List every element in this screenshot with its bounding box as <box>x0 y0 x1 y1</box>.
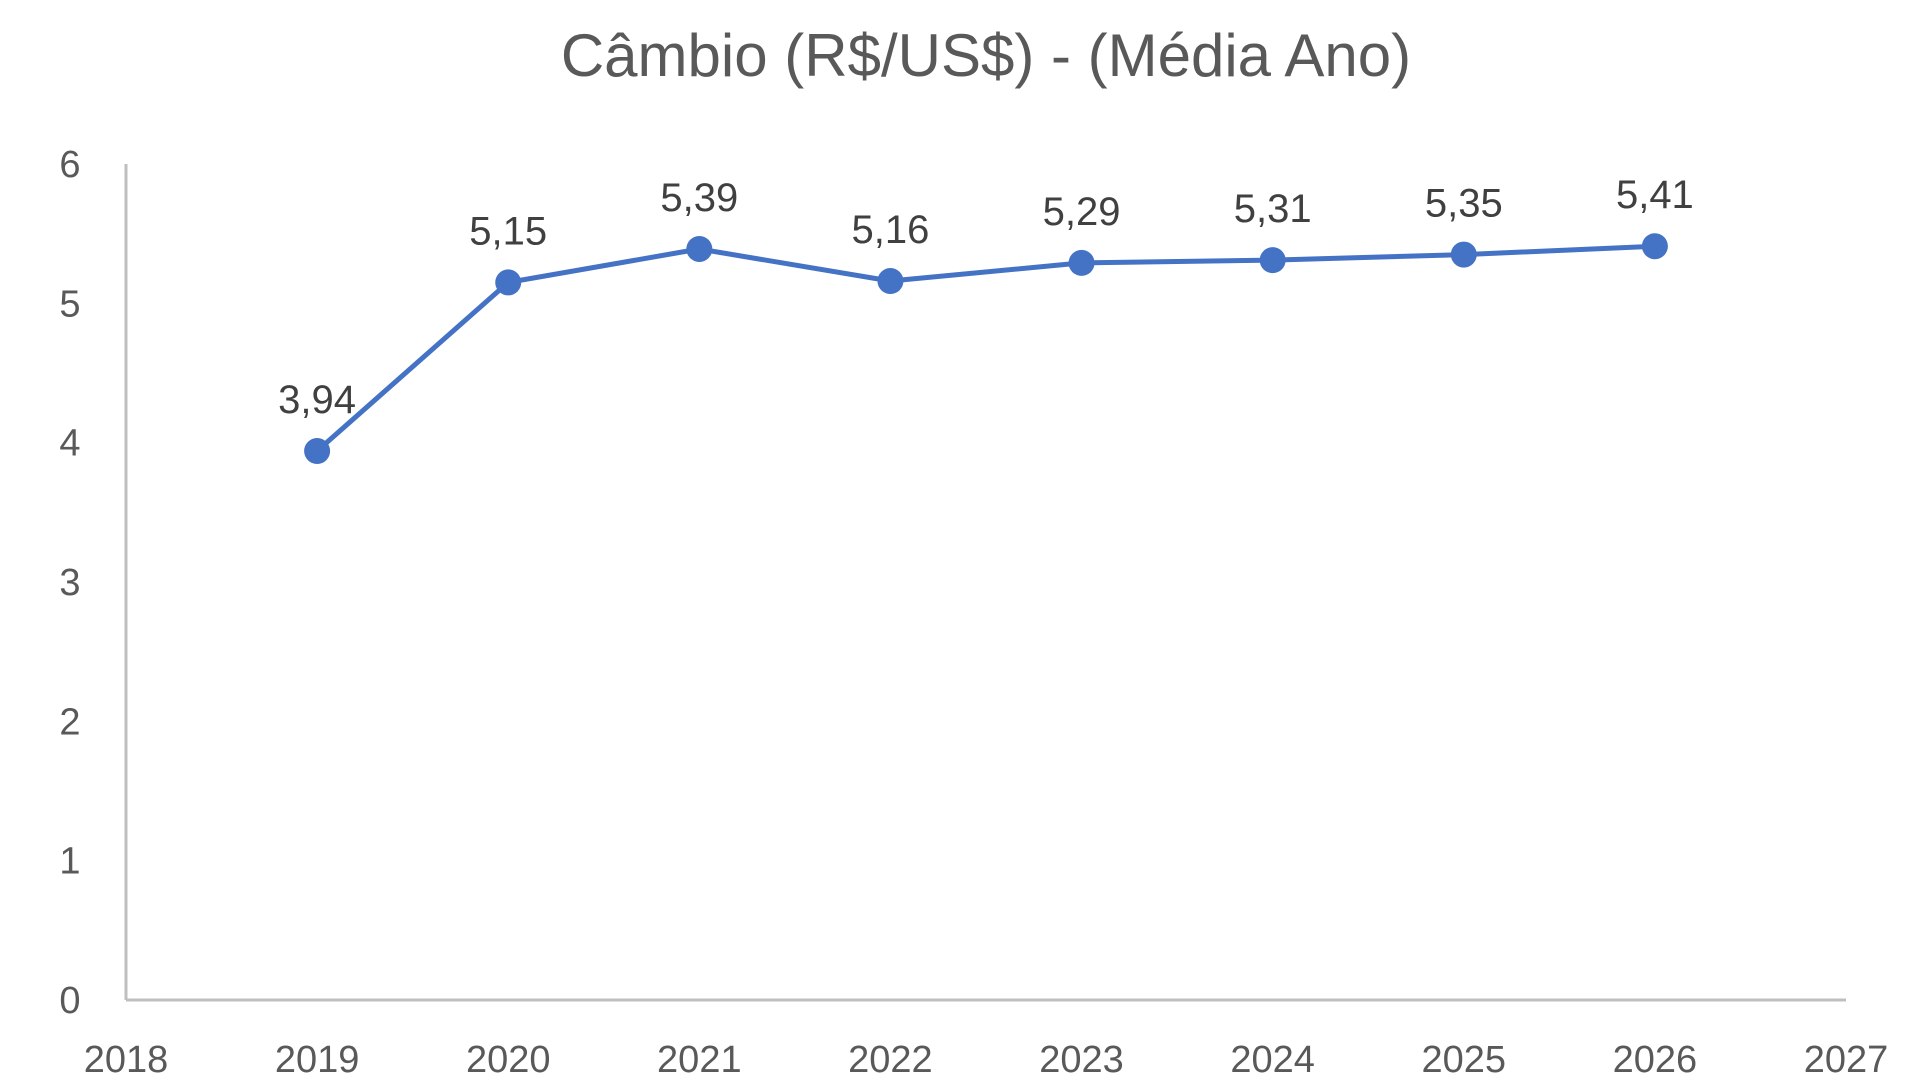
y-tick-label: 1 <box>59 841 80 883</box>
data-point <box>1259 247 1286 274</box>
y-tick-label: 2 <box>59 701 80 743</box>
x-tick-label: 2023 <box>1039 1039 1124 1080</box>
data-point <box>686 235 713 262</box>
data-point <box>877 268 904 295</box>
x-tick-label: 2021 <box>657 1039 742 1080</box>
x-tick-label: 2022 <box>848 1039 933 1080</box>
x-axis-ticks: 2018 2019 2020 2021 2022 2023 2024 2025 2026 2027 <box>84 1039 1889 1080</box>
x-tick-label: 2024 <box>1230 1039 1315 1080</box>
data-label: 5,15 <box>469 209 547 253</box>
series-layer <box>304 233 1668 465</box>
data-label: 5,41 <box>1616 173 1694 217</box>
y-tick-label: 3 <box>59 562 80 604</box>
data-label: 5,39 <box>660 176 738 220</box>
y-axis-ticks: 0 1 2 3 4 5 6 <box>59 144 80 1022</box>
y-tick-label: 6 <box>59 144 80 186</box>
data-point <box>1068 249 1095 276</box>
data-label: 5,16 <box>852 208 930 252</box>
data-label: 5,35 <box>1425 182 1503 226</box>
data-label: 3,94 <box>278 378 356 422</box>
axes <box>124 164 1846 1002</box>
y-tick-label: 5 <box>59 283 80 325</box>
x-tick-label: 2018 <box>84 1039 169 1080</box>
y-tick-label: 4 <box>59 423 80 465</box>
data-label: 5,31 <box>1234 187 1312 231</box>
data-point <box>495 269 522 296</box>
data-point <box>1641 233 1668 260</box>
data-labels: 3,94 5,15 5,39 5,16 5,29 5,31 5,35 5,41 <box>278 173 1694 422</box>
y-tick-label: 0 <box>59 980 80 1022</box>
data-point <box>304 438 331 465</box>
series-line <box>314 243 1658 454</box>
x-tick-label: 2027 <box>1804 1039 1889 1080</box>
chart-title: Câmbio (R$/US$) - (Média Ano) <box>561 22 1411 89</box>
x-tick-label: 2020 <box>466 1039 551 1080</box>
x-tick-label: 2025 <box>1422 1039 1507 1080</box>
data-label: 5,29 <box>1043 190 1121 234</box>
x-tick-label: 2019 <box>275 1039 360 1080</box>
data-point <box>1450 241 1477 268</box>
x-tick-label: 2026 <box>1613 1039 1698 1080</box>
